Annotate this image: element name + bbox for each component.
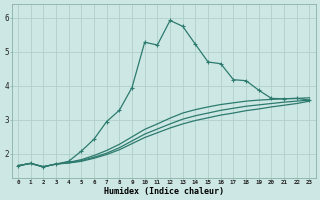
X-axis label: Humidex (Indice chaleur): Humidex (Indice chaleur) — [104, 187, 224, 196]
